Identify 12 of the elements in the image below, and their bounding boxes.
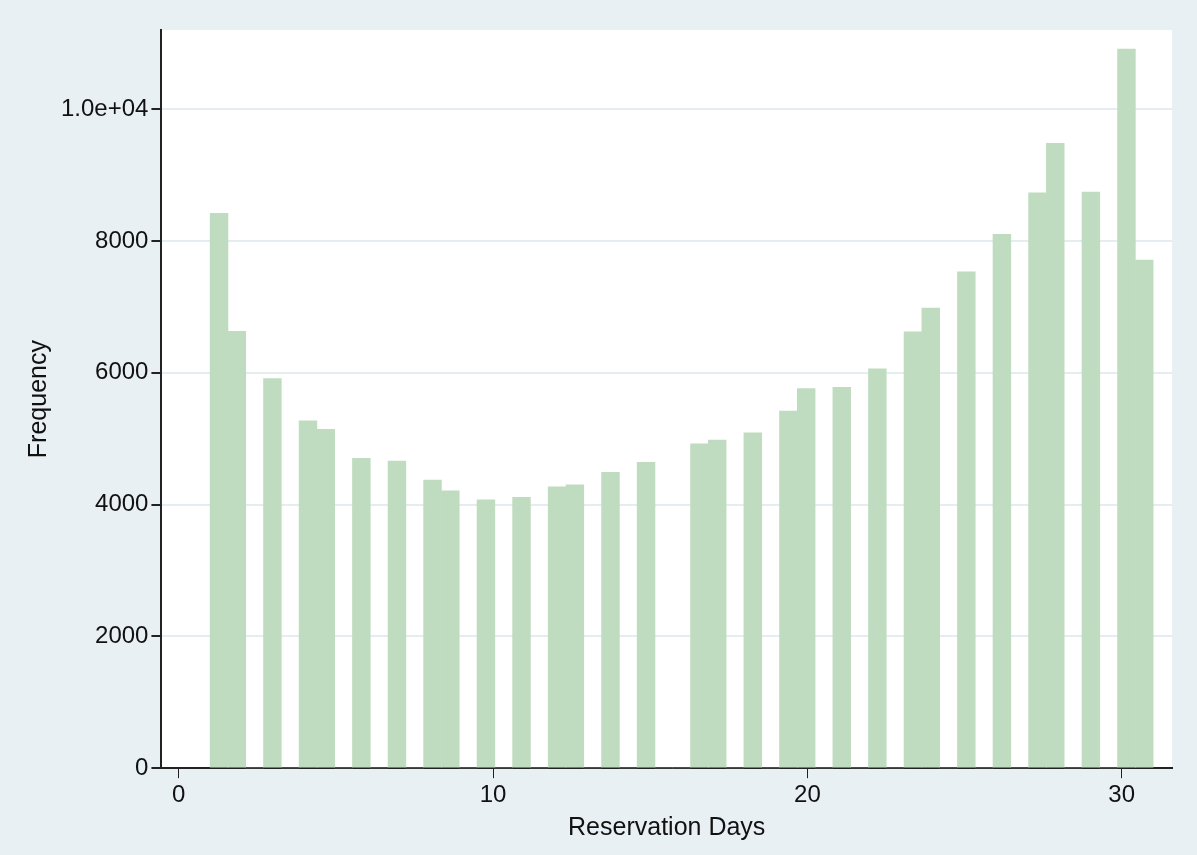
y-tick-label: 0 [135,752,149,780]
y-tick-label: 1.0e+04 [61,93,149,121]
x-tick-label: 20 [794,780,821,808]
x-axis-title: Reservation Days [568,811,766,840]
y-tick-label: 4000 [95,489,149,517]
y-tick-label: 8000 [95,225,149,253]
x-tick-label: 10 [479,780,507,808]
y-tick-label: 6000 [95,357,149,385]
x-tick-label: 0 [172,780,186,808]
x-tick-label: 30 [1108,780,1136,808]
y-axis-title: Frequency [22,339,51,459]
y-tick-label: 2000 [95,621,149,648]
